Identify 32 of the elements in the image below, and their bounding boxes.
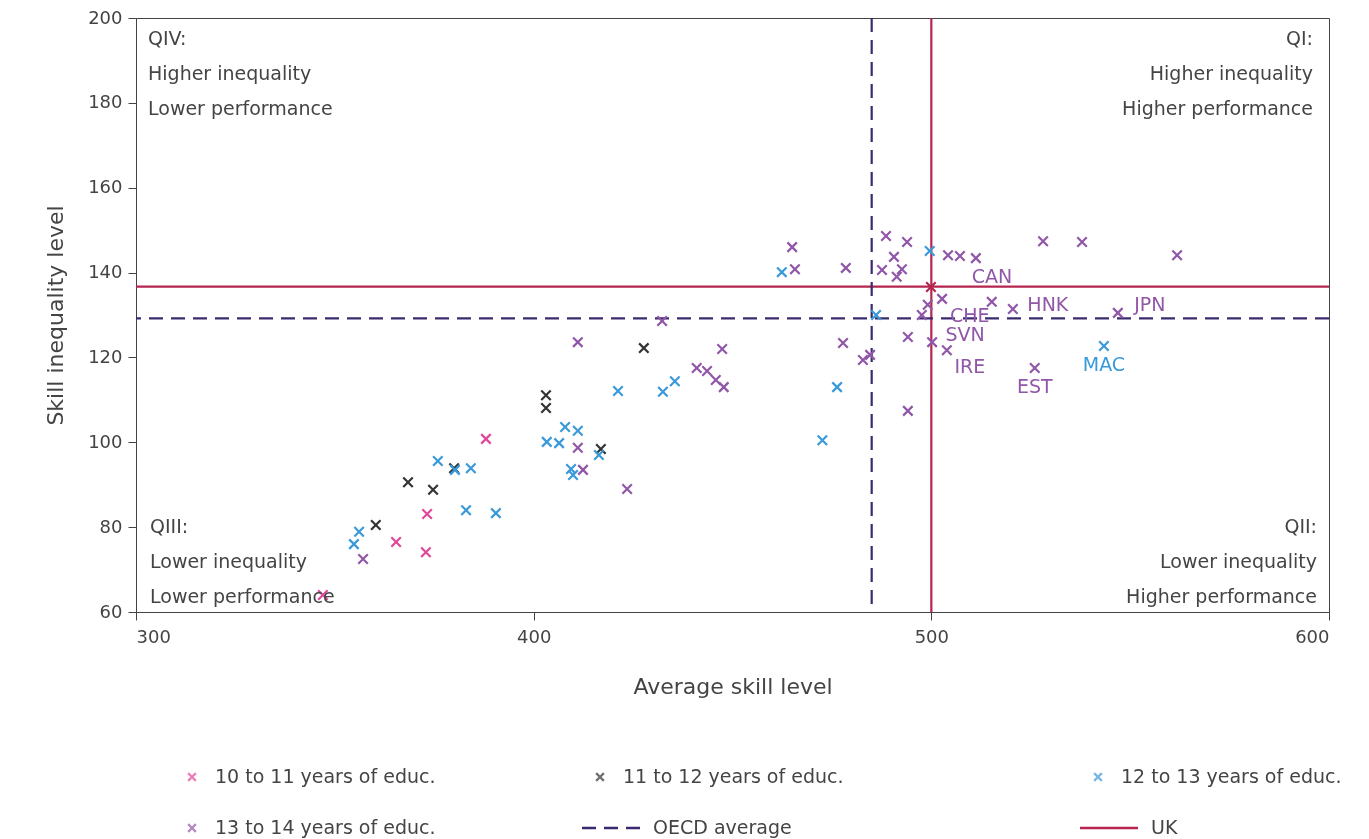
- y-tick-label: 180: [88, 91, 123, 113]
- y-tick-label: 60: [99, 600, 123, 622]
- legend-label: 11 to 12 years of educ.: [623, 765, 844, 787]
- annotation: MAC: [1082, 352, 1126, 375]
- annotation: JPN: [1133, 292, 1166, 315]
- annotation: QIII: Lower inequality Lower performance: [150, 515, 335, 607]
- y-tick-label: 140: [88, 261, 123, 283]
- x-tick-label: 500: [914, 625, 950, 647]
- annotation: CHE: [949, 303, 990, 326]
- annotation: EST: [1016, 375, 1053, 398]
- x-tick-label: 300: [136, 625, 171, 647]
- legend-label: UK: [1151, 816, 1178, 838]
- annotation: QII: Lower inequality Higher performance: [1126, 515, 1317, 607]
- y-tick-label: 120: [88, 345, 123, 367]
- x-tick-label: 600: [1295, 625, 1330, 647]
- y-tick-label: 80: [99, 515, 123, 537]
- legend-label: 12 to 13 years of educ.: [1121, 765, 1342, 787]
- annotation: QIV: Higher inequality Lower performance: [148, 27, 333, 119]
- y-axis-title: Skill inequality level: [43, 205, 69, 426]
- legend-label: 13 to 14 years of educ.: [215, 816, 436, 838]
- annotation: IRE: [954, 355, 986, 378]
- y-tick-label: 160: [88, 176, 123, 198]
- legend-label: 10 to 11 years of educ.: [215, 765, 436, 787]
- annotation: CAN: [971, 264, 1013, 287]
- annotation: SVN: [945, 323, 985, 346]
- y-tick-label: 100: [88, 430, 123, 452]
- annotation: HNK: [1027, 293, 1069, 316]
- y-tick-label: 200: [88, 6, 123, 28]
- x-tick-label: 400: [516, 625, 552, 647]
- x-axis-title: Average skill level: [633, 673, 833, 699]
- annotation: QI: Higher inequality Higher performance: [1122, 27, 1313, 119]
- legend-label: OECD average: [653, 816, 792, 838]
